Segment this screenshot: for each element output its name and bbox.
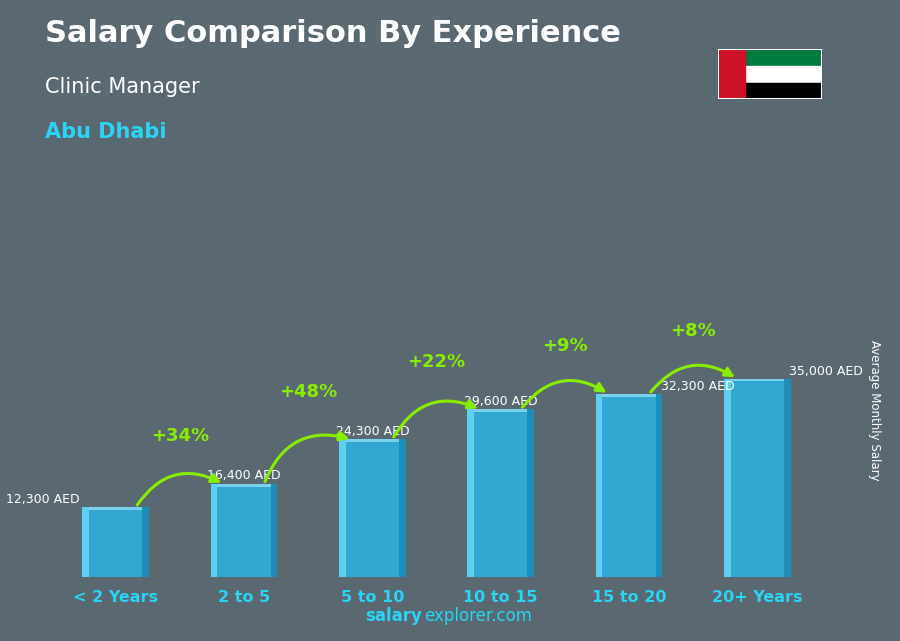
Text: +48%: +48% bbox=[279, 383, 338, 401]
Text: 12,300 AED: 12,300 AED bbox=[6, 493, 80, 506]
Text: +9%: +9% bbox=[542, 337, 588, 355]
Bar bbox=[271, 484, 277, 577]
Bar bbox=[718, 49, 822, 66]
FancyBboxPatch shape bbox=[467, 410, 534, 577]
Text: +22%: +22% bbox=[408, 353, 465, 370]
Bar bbox=[474, 410, 527, 412]
Text: 5 to 10: 5 to 10 bbox=[340, 590, 404, 605]
Text: 32,300 AED: 32,300 AED bbox=[662, 380, 734, 393]
Text: Clinic Manager: Clinic Manager bbox=[45, 77, 200, 97]
Bar bbox=[467, 410, 474, 577]
Bar bbox=[399, 439, 406, 577]
Bar bbox=[656, 394, 662, 577]
FancyBboxPatch shape bbox=[82, 507, 149, 577]
FancyBboxPatch shape bbox=[724, 379, 791, 577]
Bar bbox=[339, 439, 346, 577]
Bar bbox=[784, 379, 791, 577]
Bar bbox=[731, 379, 784, 381]
Text: 15 to 20: 15 to 20 bbox=[592, 590, 666, 605]
Text: < 2 Years: < 2 Years bbox=[73, 590, 158, 605]
Bar bbox=[527, 410, 534, 577]
Bar bbox=[718, 66, 822, 83]
Text: 29,600 AED: 29,600 AED bbox=[464, 395, 537, 408]
Bar bbox=[211, 484, 217, 577]
Text: Salary Comparison By Experience: Salary Comparison By Experience bbox=[45, 19, 621, 48]
Text: +34%: +34% bbox=[150, 428, 209, 445]
FancyBboxPatch shape bbox=[339, 439, 406, 577]
FancyBboxPatch shape bbox=[211, 484, 277, 577]
Bar bbox=[346, 439, 399, 442]
Bar bbox=[217, 484, 271, 487]
Text: +8%: +8% bbox=[670, 322, 716, 340]
Bar bbox=[718, 49, 745, 99]
Text: 24,300 AED: 24,300 AED bbox=[336, 425, 410, 438]
Bar bbox=[724, 379, 731, 577]
Bar bbox=[82, 507, 89, 577]
Text: 20+ Years: 20+ Years bbox=[712, 590, 803, 605]
Bar bbox=[602, 394, 656, 397]
Bar bbox=[142, 507, 149, 577]
Text: salary: salary bbox=[365, 607, 422, 625]
Text: 16,400 AED: 16,400 AED bbox=[207, 469, 281, 483]
FancyBboxPatch shape bbox=[596, 394, 662, 577]
Bar bbox=[596, 394, 602, 577]
Bar bbox=[89, 507, 142, 510]
Text: 10 to 15: 10 to 15 bbox=[464, 590, 538, 605]
Text: Average Monthly Salary: Average Monthly Salary bbox=[868, 340, 881, 481]
Text: Abu Dhabi: Abu Dhabi bbox=[45, 122, 166, 142]
Text: explorer.com: explorer.com bbox=[424, 607, 532, 625]
Text: 35,000 AED: 35,000 AED bbox=[789, 365, 863, 378]
Bar bbox=[718, 83, 822, 99]
Text: 2 to 5: 2 to 5 bbox=[218, 590, 270, 605]
